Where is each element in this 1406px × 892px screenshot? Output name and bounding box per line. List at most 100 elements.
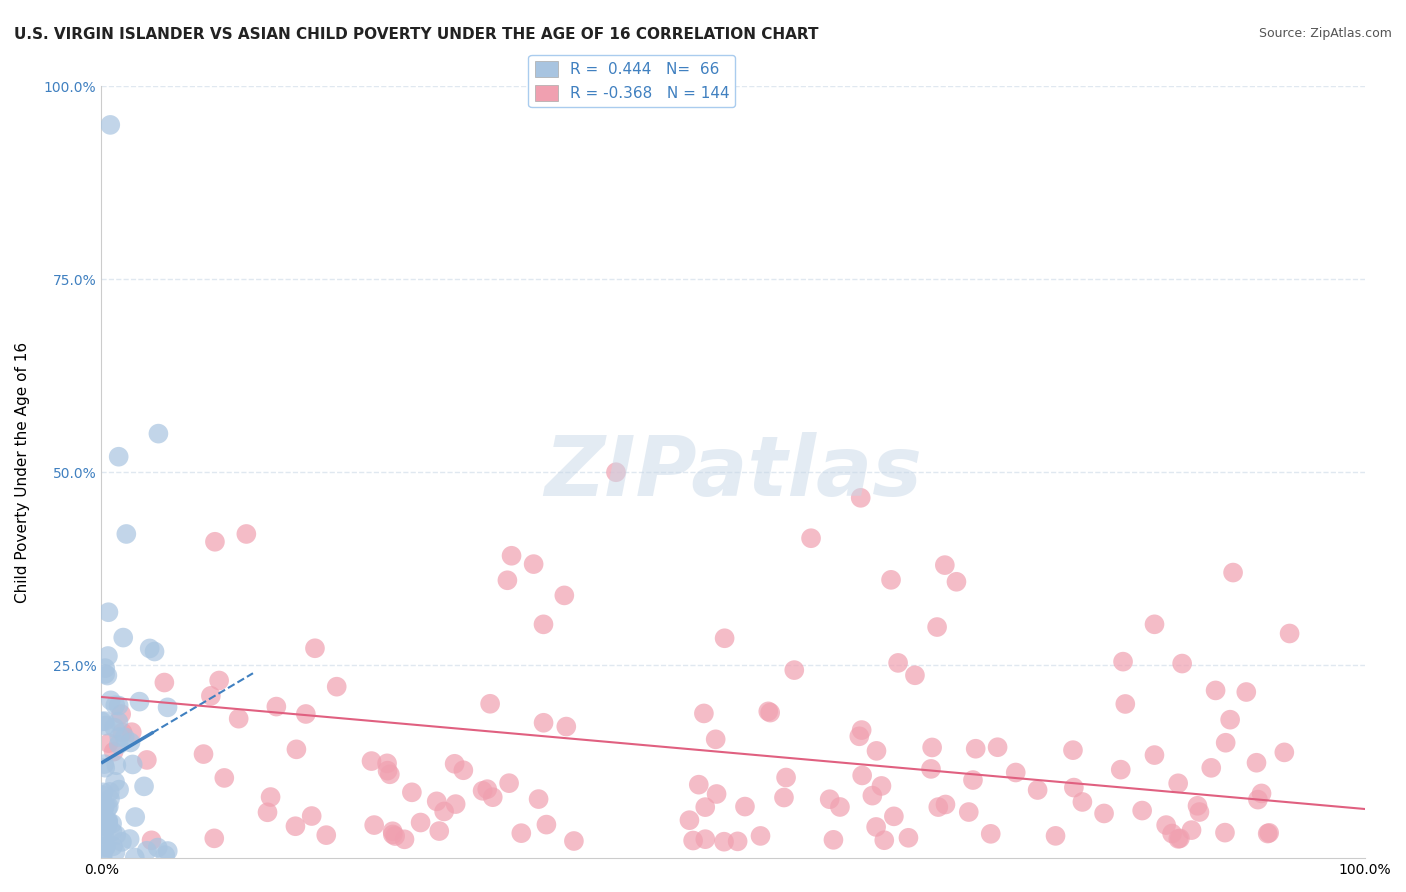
Point xyxy=(775,771,797,785)
Point xyxy=(934,558,956,573)
Point xyxy=(107,738,129,752)
Point xyxy=(693,706,716,721)
Point xyxy=(1112,655,1135,669)
Point xyxy=(873,833,896,847)
Point xyxy=(315,828,337,842)
Point xyxy=(94,661,117,675)
Point xyxy=(1219,713,1241,727)
Point xyxy=(105,758,128,772)
Point xyxy=(155,848,177,863)
Point xyxy=(1167,831,1189,846)
Point xyxy=(325,680,347,694)
Point xyxy=(110,707,132,722)
Point xyxy=(1257,826,1279,840)
Point xyxy=(285,742,308,756)
Point xyxy=(1062,743,1084,757)
Point xyxy=(1063,780,1085,795)
Point xyxy=(1250,786,1272,800)
Point xyxy=(401,785,423,799)
Point xyxy=(104,698,127,713)
Point xyxy=(1199,761,1222,775)
Point xyxy=(91,848,114,863)
Point xyxy=(957,805,980,819)
Point xyxy=(120,735,142,749)
Point xyxy=(865,820,887,834)
Point xyxy=(1272,745,1295,759)
Point xyxy=(713,835,735,849)
Point xyxy=(121,725,143,739)
Point xyxy=(887,656,910,670)
Point xyxy=(678,813,700,827)
Point xyxy=(124,810,146,824)
Point xyxy=(101,816,124,830)
Point xyxy=(536,817,558,831)
Point xyxy=(97,814,120,829)
Point xyxy=(1130,804,1153,818)
Point xyxy=(94,840,117,855)
Point xyxy=(153,675,176,690)
Point xyxy=(433,805,456,819)
Point xyxy=(562,834,585,848)
Text: Source: ZipAtlas.com: Source: ZipAtlas.com xyxy=(1258,27,1392,40)
Point xyxy=(93,757,115,772)
Point xyxy=(1161,826,1184,840)
Point xyxy=(987,740,1010,755)
Point xyxy=(870,779,893,793)
Point xyxy=(146,840,169,855)
Point xyxy=(228,712,250,726)
Point xyxy=(965,741,987,756)
Point xyxy=(443,756,465,771)
Point xyxy=(135,844,157,858)
Point xyxy=(555,720,578,734)
Point xyxy=(727,834,749,848)
Point xyxy=(1092,806,1115,821)
Point xyxy=(409,815,432,830)
Point xyxy=(553,588,575,602)
Point xyxy=(93,714,115,728)
Point xyxy=(107,714,129,729)
Point xyxy=(141,833,163,847)
Point xyxy=(101,839,124,854)
Point xyxy=(749,829,772,843)
Point xyxy=(94,719,117,733)
Point xyxy=(104,774,127,789)
Point xyxy=(783,663,806,677)
Point xyxy=(773,790,796,805)
Point xyxy=(111,725,134,739)
Point xyxy=(880,573,903,587)
Point xyxy=(1045,829,1067,843)
Point xyxy=(135,753,157,767)
Point xyxy=(1213,825,1236,839)
Point xyxy=(156,700,179,714)
Point xyxy=(706,787,728,801)
Point xyxy=(94,667,117,681)
Point xyxy=(143,644,166,658)
Point xyxy=(962,772,984,787)
Point xyxy=(156,844,179,858)
Point xyxy=(471,784,494,798)
Point xyxy=(1171,657,1194,671)
Point xyxy=(284,819,307,833)
Point xyxy=(848,729,870,743)
Point xyxy=(360,754,382,768)
Point xyxy=(204,534,226,549)
Point xyxy=(1215,736,1237,750)
Point xyxy=(688,778,710,792)
Point xyxy=(510,826,533,840)
Point xyxy=(925,620,948,634)
Point xyxy=(200,689,222,703)
Point xyxy=(921,740,943,755)
Point xyxy=(920,762,942,776)
Point xyxy=(132,780,155,794)
Point xyxy=(108,782,131,797)
Point xyxy=(105,828,128,842)
Point xyxy=(501,549,523,563)
Point xyxy=(1180,823,1202,838)
Point xyxy=(111,835,134,849)
Point xyxy=(235,527,257,541)
Point xyxy=(94,799,117,814)
Point xyxy=(980,827,1002,841)
Point xyxy=(1026,783,1049,797)
Point xyxy=(97,605,120,619)
Point xyxy=(851,723,873,737)
